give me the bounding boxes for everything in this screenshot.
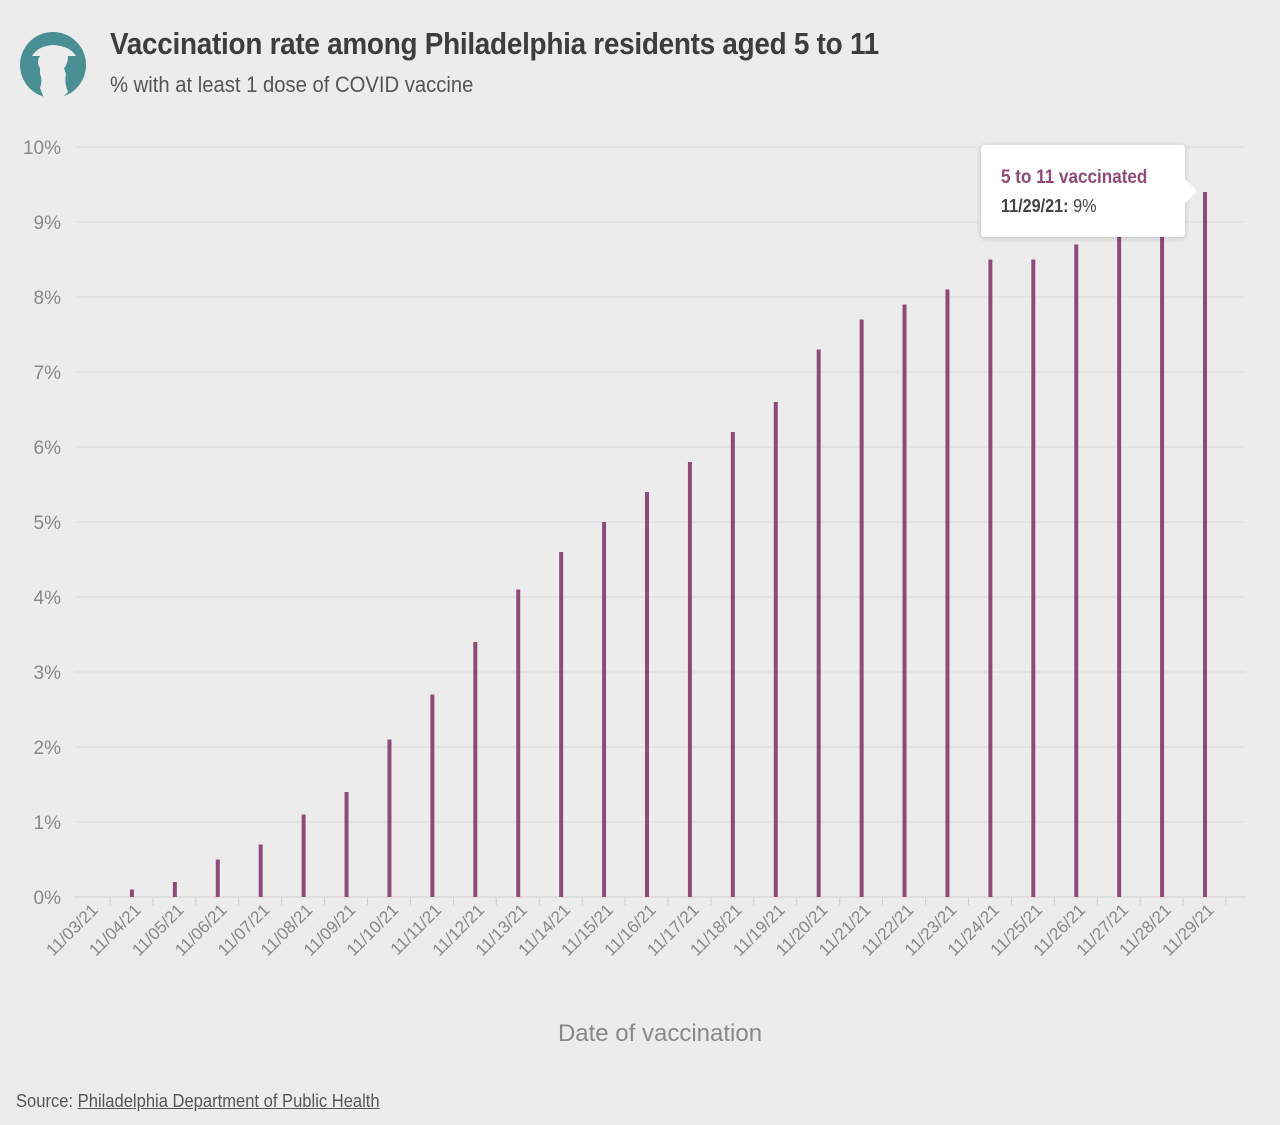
source-note: Source: Philadelphia Department of Publi… bbox=[16, 1091, 380, 1112]
bar bbox=[430, 694, 435, 897]
bar bbox=[172, 882, 177, 897]
y-tick-label: 4% bbox=[34, 588, 62, 609]
bar bbox=[559, 552, 564, 897]
bar bbox=[602, 522, 607, 897]
bar bbox=[215, 859, 220, 897]
bar bbox=[301, 814, 306, 897]
chart-title: Vaccination rate among Philadelphia resi… bbox=[110, 26, 879, 61]
y-tick-label: 8% bbox=[34, 288, 62, 309]
y-tick-label: 5% bbox=[34, 513, 62, 534]
bar bbox=[988, 259, 993, 897]
bar bbox=[730, 432, 735, 897]
y-tick-label: 2% bbox=[34, 738, 62, 759]
tooltip-separator: : bbox=[1063, 196, 1074, 216]
bar bbox=[816, 349, 821, 897]
bar bbox=[516, 589, 521, 897]
tooltip-date: 11/29/21 bbox=[1001, 196, 1064, 216]
philadelphia-logo-icon bbox=[20, 32, 86, 98]
bar bbox=[258, 844, 263, 897]
bar bbox=[387, 739, 392, 897]
source-label: Source: bbox=[16, 1091, 78, 1111]
bar bbox=[129, 889, 134, 897]
y-tick-label: 9% bbox=[34, 213, 62, 234]
x-axis-title: Date of vaccination bbox=[558, 1020, 762, 1047]
chart-subtitle: % with at least 1 dose of COVID vaccine bbox=[110, 72, 474, 97]
bar bbox=[687, 462, 692, 897]
bar bbox=[1160, 222, 1165, 897]
y-tick-label: 7% bbox=[34, 363, 62, 384]
bar bbox=[645, 492, 649, 897]
bar bbox=[902, 304, 907, 897]
bar bbox=[1031, 259, 1036, 897]
tooltip-value-line: 11/29/21: 9% bbox=[1001, 196, 1096, 217]
bar bbox=[859, 319, 864, 897]
y-tick-label: 0% bbox=[34, 888, 62, 909]
y-tick-label: 6% bbox=[34, 438, 62, 459]
y-tick-label: 1% bbox=[34, 813, 62, 834]
bar bbox=[1117, 229, 1122, 897]
source-link[interactable]: Philadelphia Department of Public Health bbox=[77, 1091, 380, 1111]
bar bbox=[945, 289, 950, 897]
bar bbox=[773, 402, 778, 897]
y-tick-label: 10% bbox=[23, 138, 61, 159]
bar-chart: 0%1%2%3%4%5%6%7%8%9%10%11/03/2111/04/211… bbox=[23, 138, 1245, 1047]
tooltip-value: 9% bbox=[1073, 196, 1097, 216]
tooltip: 5 to 11 vaccinated 11/29/21: 9% bbox=[981, 145, 1197, 237]
bar bbox=[1074, 244, 1079, 897]
bar bbox=[344, 792, 349, 897]
tooltip-series: 5 to 11 vaccinated bbox=[1001, 167, 1148, 188]
bar bbox=[1203, 192, 1207, 897]
bar bbox=[473, 642, 478, 897]
y-tick-label: 3% bbox=[34, 663, 62, 684]
